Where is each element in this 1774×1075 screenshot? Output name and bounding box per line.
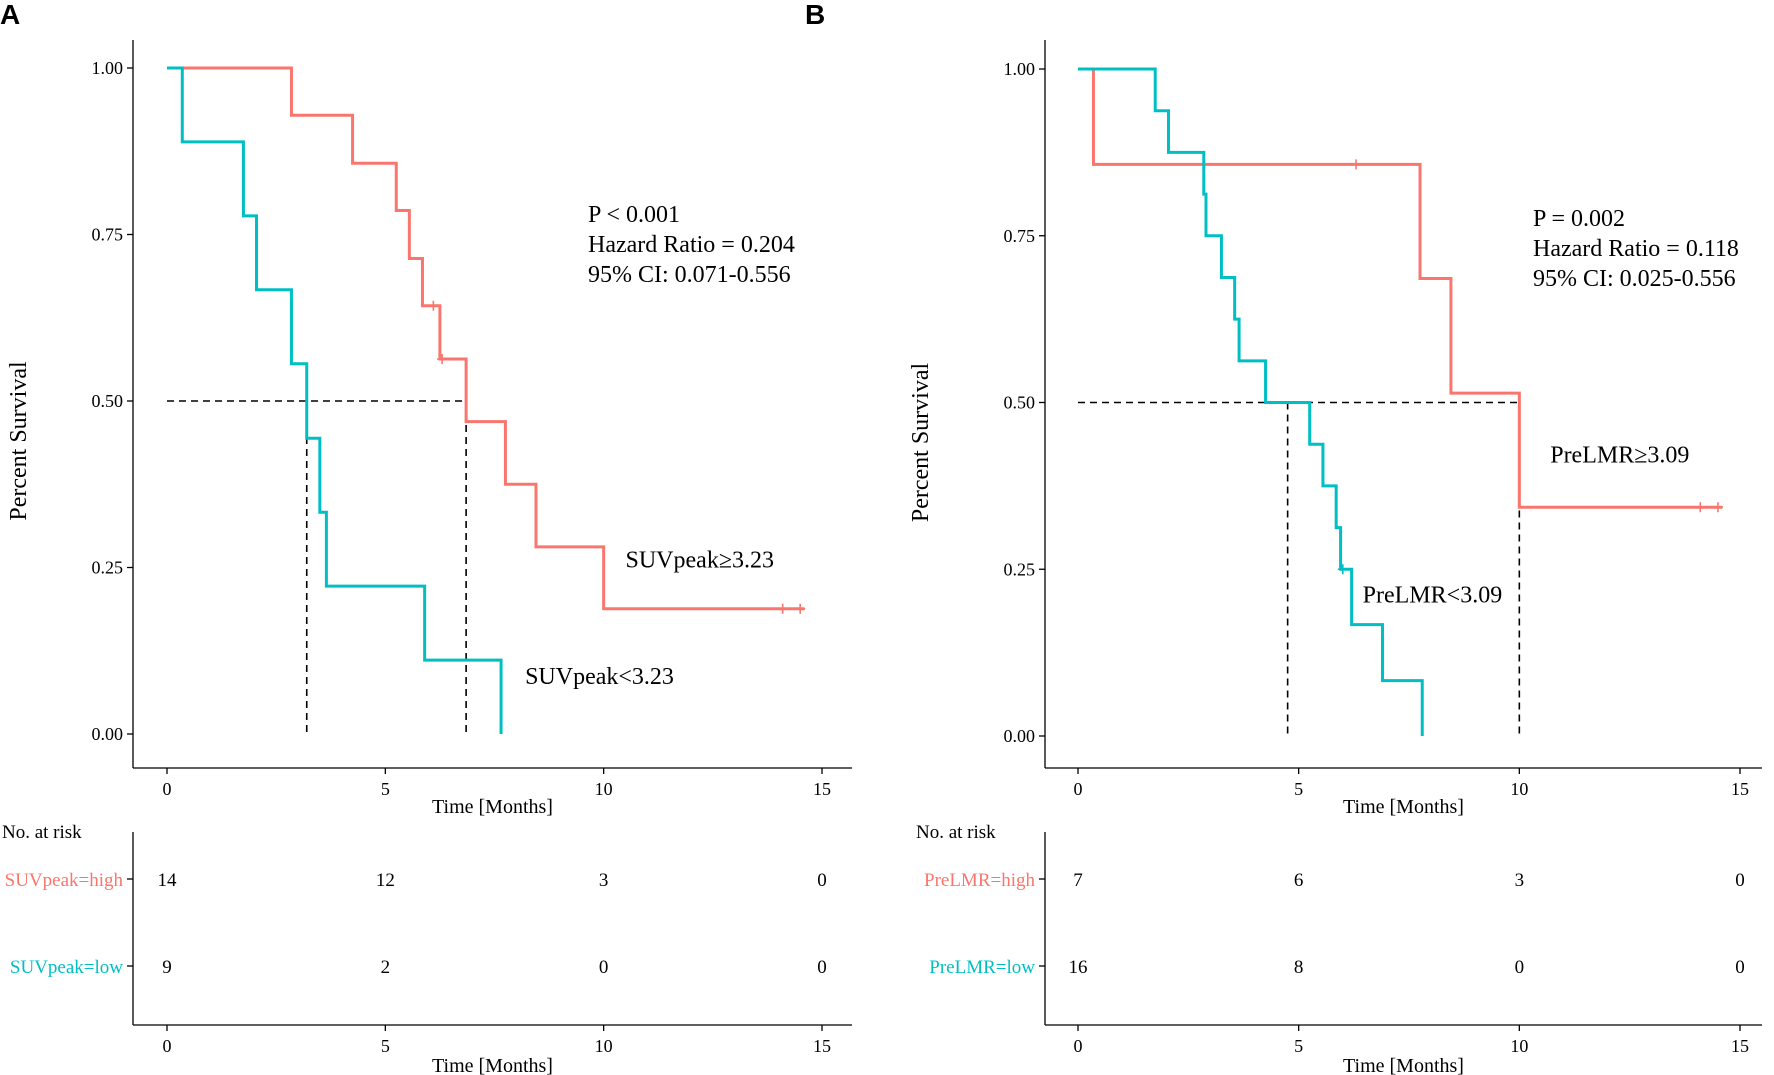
risk-row-label-high: PreLMR=high — [924, 870, 1035, 891]
risk-table-title: No. at risk — [916, 822, 996, 843]
x-tick-label: 0 — [1074, 779, 1083, 799]
curve-label-high: PreLMR≥3.09 — [1550, 443, 1689, 469]
y-axis-title: Percent Survival — [908, 363, 934, 523]
x-tick-label: 15 — [1731, 779, 1749, 799]
risk-count: 0 — [1515, 957, 1525, 978]
risk-x-tick-label: 5 — [1294, 1036, 1303, 1056]
panel-letter: A — [0, 0, 20, 30]
risk-count: 3 — [1515, 870, 1525, 891]
x-axis-title: Time [Months] — [1343, 796, 1464, 818]
survival-curve-low — [167, 66, 503, 734]
y-tick-label: 0.75 — [92, 225, 124, 245]
risk-count: 6 — [1294, 870, 1304, 891]
x-tick-label: 10 — [1510, 779, 1528, 799]
y-axis-title: Percent Survival — [6, 361, 32, 521]
panel-letter: B — [805, 0, 825, 30]
risk-table-title: No. at risk — [2, 822, 82, 843]
y-tick-label: 0.50 — [92, 391, 124, 411]
risk-row-label-low: SUVpeak=low — [10, 957, 123, 978]
risk-x-axis-title: Time [Months] — [432, 1055, 553, 1075]
risk-x-tick-label: 15 — [813, 1036, 831, 1056]
risk-count: 0 — [599, 957, 609, 978]
survival-curve-low — [1078, 67, 1424, 736]
y-tick-label: 0.25 — [1004, 559, 1036, 579]
x-tick-label: 5 — [381, 779, 390, 799]
survival-curve-high — [1078, 67, 1723, 509]
risk-row-label-high: SUVpeak=high — [5, 870, 124, 891]
y-tick-label: 0.75 — [1004, 226, 1036, 246]
y-tick-label: 0.00 — [1004, 726, 1036, 746]
curve-label-high: SUVpeak≥3.23 — [626, 548, 775, 574]
risk-count: 3 — [599, 870, 609, 891]
x-tick-label: 10 — [595, 779, 613, 799]
risk-count: 0 — [1735, 957, 1745, 978]
risk-count: 14 — [158, 870, 178, 891]
panel-a: A 0.00 0.25 0.50 0.75 1.00 0 5 10 15 Time [Months]… — [0, 0, 852, 1075]
risk-x-tick-label: 0 — [1074, 1036, 1083, 1056]
risk-x-tick-label: 10 — [1510, 1036, 1528, 1056]
risk-count: 7 — [1073, 870, 1083, 891]
risk-count: 16 — [1069, 957, 1088, 978]
x-tick-label: 15 — [813, 779, 831, 799]
risk-count: 8 — [1294, 957, 1304, 978]
stats-annotation-line: 95% CI: 0.071-0.556 — [588, 262, 791, 288]
risk-x-axis-title: Time [Months] — [1343, 1055, 1464, 1075]
risk-x-tick-label: 15 — [1731, 1036, 1749, 1056]
y-tick-label: 1.00 — [92, 58, 124, 78]
panel-b: B 0.00 0.25 0.50 0.75 1.00 0 5 10 15 Time [Months]… — [805, 0, 1762, 1075]
curve-label-low: SUVpeak<3.23 — [525, 664, 674, 690]
y-tick-label: 0.25 — [92, 558, 124, 578]
risk-row-label-low: PreLMR=low — [929, 957, 1035, 978]
risk-count: 12 — [376, 870, 395, 891]
risk-count: 0 — [817, 870, 827, 891]
x-axis-title: Time [Months] — [432, 796, 553, 818]
y-tick-label: 1.00 — [1004, 59, 1036, 79]
stats-annotation-line: 95% CI: 0.025-0.556 — [1533, 266, 1736, 292]
risk-count: 9 — [162, 957, 172, 978]
stats-annotation-line: Hazard Ratio = 0.204 — [588, 232, 795, 258]
x-tick-label: 0 — [163, 779, 172, 799]
survival-curve-high — [167, 66, 805, 611]
curve-label-low: PreLMR<3.09 — [1363, 583, 1503, 609]
stats-annotation-line: P < 0.001 — [588, 202, 680, 228]
x-tick-label: 5 — [1294, 779, 1303, 799]
stats-annotation-line: P = 0.002 — [1533, 206, 1625, 232]
risk-count: 0 — [817, 957, 827, 978]
y-tick-label: 0.00 — [92, 724, 124, 744]
risk-x-tick-label: 5 — [381, 1036, 390, 1056]
risk-x-tick-label: 10 — [595, 1036, 613, 1056]
risk-x-tick-label: 0 — [163, 1036, 172, 1056]
risk-count: 2 — [381, 957, 391, 978]
stats-annotation-line: Hazard Ratio = 0.118 — [1533, 236, 1739, 262]
risk-count: 0 — [1735, 870, 1745, 891]
y-tick-label: 0.50 — [1004, 393, 1036, 413]
